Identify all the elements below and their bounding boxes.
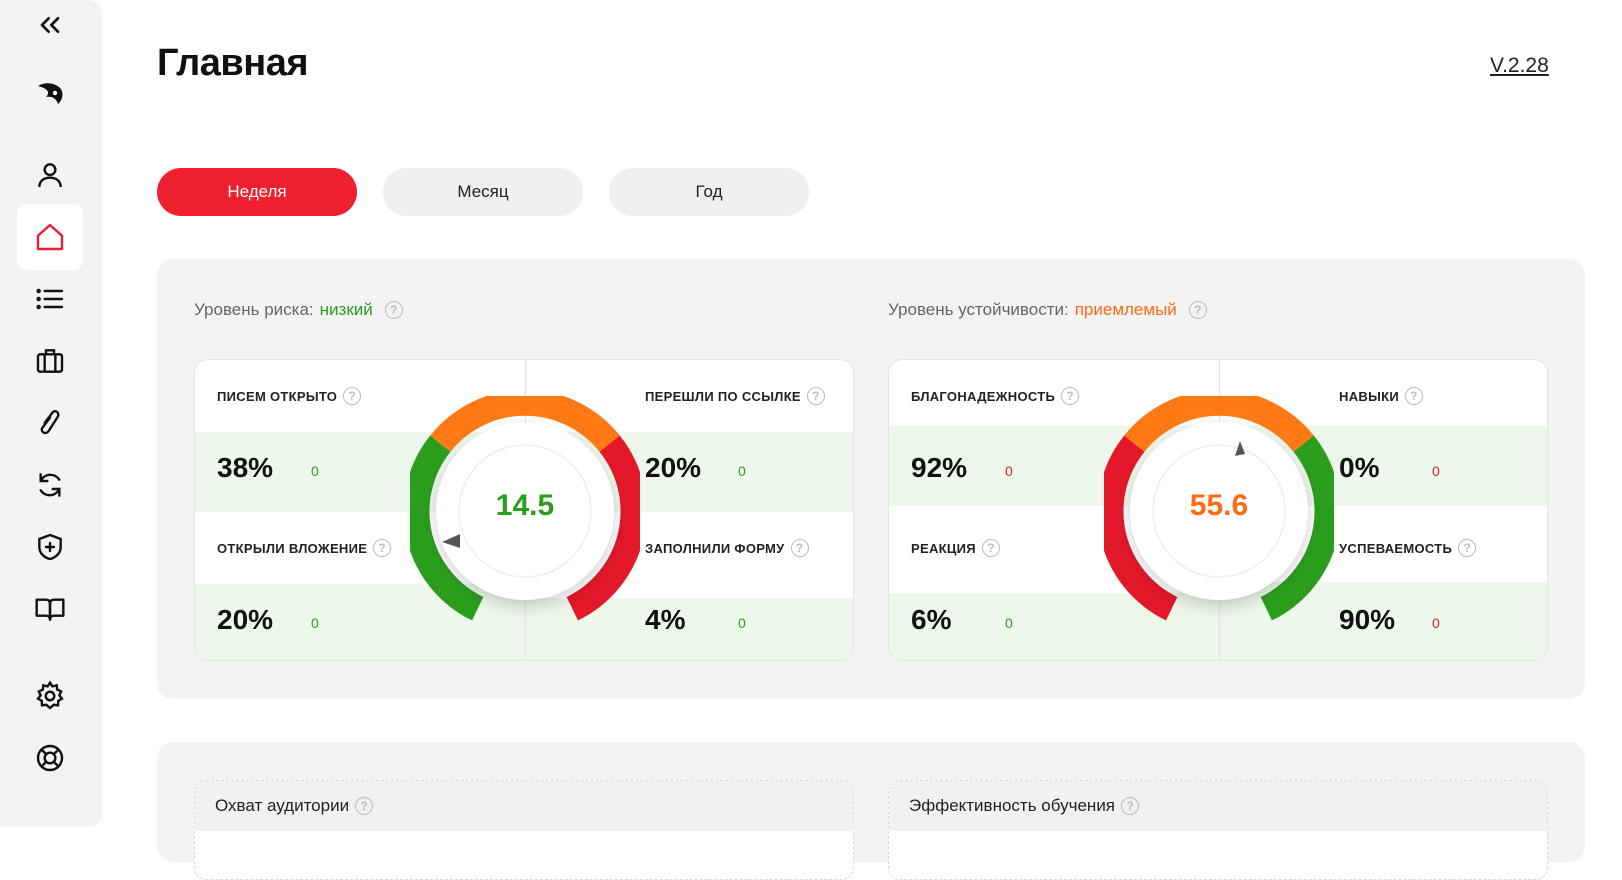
metric-value: 0% (1339, 452, 1380, 483)
card-header: Охват аудитории? (195, 781, 853, 831)
help-icon[interactable]: ? (981, 539, 1000, 557)
book-icon (35, 598, 65, 621)
metric-value: 20% (645, 452, 702, 483)
gauge-segment-green (1260, 435, 1334, 621)
metric-delta: 0 (738, 463, 746, 479)
nav-security[interactable] (17, 514, 83, 580)
briefcase-icon (36, 349, 64, 373)
paperclip-icon (40, 410, 60, 435)
risk-level-label: Уровень риска: (194, 300, 314, 319)
collapse-icon (40, 17, 60, 33)
stability-gauge (1104, 396, 1334, 621)
training-efficiency-card: Эффективность обучения? (888, 780, 1548, 880)
help-icon[interactable]: ? (806, 387, 825, 405)
metric-label: БЛАГОНАДЕЖНОСТЬ? (911, 387, 1080, 405)
metric-label: НАВЫКИ? (1339, 387, 1423, 405)
metric-value: 92% (911, 452, 968, 483)
risk-card: ПИСЕМ ОТКРЫТО? 38% 0 ПЕРЕШЛИ ПО ССЫЛКЕ? … (194, 359, 854, 661)
metric-value: 6% (911, 604, 952, 635)
sidebar (0, 0, 102, 827)
metric-delta: 0 (1432, 463, 1440, 479)
gauge-segment-red (1104, 435, 1178, 621)
stability-level-value: приемлемый (1074, 300, 1177, 319)
audience-reach-card: Охват аудитории? (194, 780, 854, 880)
gauge-pointer (442, 534, 460, 548)
nav-settings[interactable] (17, 663, 83, 729)
metric-label: УСПЕВАЕМОСТЬ? (1339, 539, 1477, 557)
stability-level-label: Уровень устойчивости: (888, 300, 1069, 319)
risk-level: Уровень риска: низкий ? (194, 300, 403, 320)
nav-support[interactable] (17, 725, 83, 791)
nav-sync[interactable] (17, 452, 83, 518)
list-icon (36, 288, 64, 310)
tab-year[interactable]: Год (609, 168, 809, 216)
metric-delta: 0 (311, 463, 319, 479)
metric-value: 38% (217, 452, 274, 483)
metric-value: 20% (217, 604, 274, 635)
sync-icon (39, 473, 61, 497)
gauge-segment-red (566, 435, 640, 621)
tab-month[interactable]: Месяц (383, 168, 583, 216)
gear-icon (36, 680, 64, 710)
metric-label: ОТКРЫЛИ ВЛОЖЕНИЕ? (217, 539, 392, 557)
version-link[interactable]: V.2.28 (1490, 54, 1549, 77)
card-header: Эффективность обучения? (889, 781, 1547, 831)
stability-level: Уровень устойчивости: приемлемый ? (888, 300, 1207, 320)
risk-gauge (410, 396, 640, 621)
metric-label: ЗАПОЛНИЛИ ФОРМУ? (645, 539, 809, 557)
metric-label: ПИСЕМ ОТКРЫТО? (217, 387, 362, 405)
help-icon[interactable]: ? (355, 797, 374, 815)
metric-delta: 0 (1432, 615, 1440, 631)
risk-gauge-value: 14.5 (495, 489, 555, 522)
help-icon[interactable]: ? (1061, 387, 1080, 405)
gauge-pointer (1235, 441, 1245, 456)
page-title: Главная (157, 42, 309, 84)
gauge-segment-orange (1124, 396, 1314, 452)
help-icon[interactable]: ? (384, 301, 403, 319)
help-icon[interactable]: ? (1121, 797, 1140, 815)
metric-value: 4% (645, 604, 686, 635)
lifebuoy-icon (36, 744, 64, 772)
nav-attachments[interactable] (17, 390, 83, 456)
nav-home[interactable] (17, 204, 83, 270)
metric-delta: 0 (1005, 615, 1013, 631)
home-icon (36, 223, 64, 251)
help-icon[interactable]: ? (373, 539, 392, 557)
shield-plus-icon (38, 533, 62, 561)
tab-week[interactable]: Неделя (157, 168, 357, 216)
metric-value: 90% (1339, 604, 1396, 635)
nav-list[interactable] (17, 266, 83, 332)
metric-label: ПЕРЕШЛИ ПО ССЫЛКЕ? (645, 387, 825, 405)
stability-gauge-value: 55.6 (1189, 489, 1249, 522)
gauge-segment-orange (430, 396, 620, 452)
metric-delta: 0 (738, 615, 746, 631)
help-icon[interactable]: ? (343, 387, 362, 405)
metric-delta: 0 (311, 615, 319, 631)
help-icon[interactable]: ? (1188, 301, 1207, 319)
gauge-segment-green (410, 435, 484, 621)
help-icon[interactable]: ? (1458, 539, 1477, 557)
metric-label: РЕАКЦИЯ? (911, 539, 1000, 557)
collapse-sidebar-button[interactable] (17, 0, 83, 58)
risk-level-value: низкий (319, 300, 373, 319)
logo-icon (38, 83, 63, 104)
logo[interactable] (17, 61, 83, 127)
metric-delta: 0 (1005, 463, 1013, 479)
help-icon[interactable]: ? (1404, 387, 1423, 405)
help-icon[interactable]: ? (790, 539, 809, 557)
nav-library[interactable] (17, 576, 83, 642)
user-icon (38, 163, 62, 188)
nav-profile[interactable] (17, 142, 83, 208)
stability-card: БЛАГОНАДЕЖНОСТЬ? 92% 0 НАВЫКИ? 0% 0 РЕАК… (888, 359, 1548, 661)
nav-campaigns[interactable] (17, 328, 83, 394)
